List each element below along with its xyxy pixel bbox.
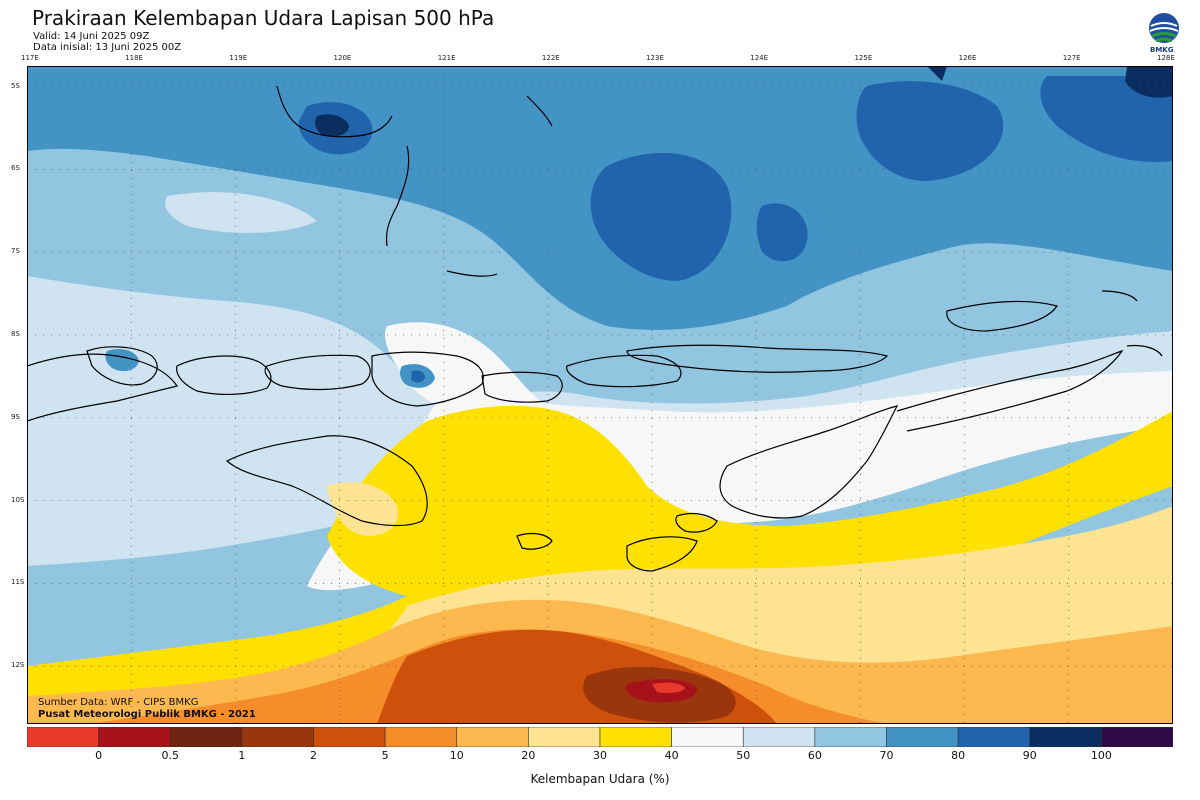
legend-swatch <box>528 727 601 747</box>
logo-text: BMKG <box>1150 46 1174 54</box>
legend-swatch <box>671 727 744 747</box>
legend-label: 60 <box>807 749 822 762</box>
lat-tick-label: 6S <box>11 164 20 173</box>
legend-label: 20 <box>521 749 536 762</box>
legend-swatch <box>241 727 314 747</box>
legend-label: 2 <box>310 749 317 762</box>
legend-label: 50 <box>736 749 751 762</box>
valid-time: Valid: 14 Juni 2025 09Z <box>33 31 150 42</box>
lon-tick-label: 128E <box>1157 54 1175 62</box>
legend-label: 70 <box>879 749 894 762</box>
legend-label: 5 <box>381 749 389 762</box>
lon-tick-label: 127E <box>1062 54 1081 62</box>
legend-swatch <box>98 727 171 747</box>
humidity-map <box>27 66 1173 724</box>
lon-tick-label: 119E <box>229 54 248 62</box>
legend-swatch <box>886 727 959 747</box>
legend-swatch <box>313 727 386 747</box>
lat-tick-label: 7S <box>11 247 20 256</box>
lon-tick-label: 124E <box>750 54 769 62</box>
legend-label: 0.5 <box>161 749 180 762</box>
lat-tick-label: 12S <box>11 661 25 670</box>
legend-label: 100 <box>1090 749 1112 762</box>
legend-swatch <box>814 727 887 747</box>
init-time: Data inisial: 13 Juni 2025 00Z <box>33 42 182 53</box>
data-source: Sumber Data: WRF - CIPS BMKG <box>38 697 199 708</box>
legend-label: 10 <box>449 749 464 762</box>
legend-swatch <box>27 727 99 747</box>
lat-tick-label: 10S <box>11 495 25 504</box>
lat-tick-label: 11S <box>11 578 25 587</box>
lon-tick-label: 117E <box>21 54 39 62</box>
legend-swatch <box>599 727 672 747</box>
lat-tick-label: 8S <box>11 329 20 338</box>
lon-tick-label: 118E <box>125 54 143 62</box>
bmkg-logo-icon <box>1149 13 1179 43</box>
lon-tick-label: 120E <box>333 54 352 62</box>
legend-label: 30 <box>593 749 607 762</box>
legend-label: 1 <box>238 749 246 762</box>
lon-tick-label: 121E <box>437 54 456 62</box>
legend-swatch <box>384 727 458 747</box>
lon-tick-label: 123E <box>646 54 664 62</box>
color-legend <box>27 727 1173 747</box>
legend-swatch <box>742 727 816 747</box>
legend-label: 40 <box>664 749 679 762</box>
lon-tick-label: 122E <box>541 54 560 62</box>
lon-tick-label: 126E <box>958 54 977 62</box>
legend-label: 90 <box>1022 749 1037 762</box>
page-title: Prakiraan Kelembapan Udara Lapisan 500 h… <box>32 6 495 30</box>
legend-label: 80 <box>951 749 966 762</box>
lat-tick-label: 5S <box>11 81 20 90</box>
legend-swatch <box>169 727 243 747</box>
lon-tick-label: 125E <box>854 54 873 62</box>
lat-tick-label: 9S <box>11 412 20 421</box>
organization: Pusat Meteorologi Publik BMKG - 2021 <box>38 709 256 720</box>
legend-label: 0 <box>95 749 103 762</box>
legend-swatch <box>1101 727 1173 747</box>
legend-swatch <box>456 727 529 747</box>
legend-title: Kelembapan Udara (%) <box>530 772 670 786</box>
legend-swatch <box>1029 727 1102 747</box>
legend-swatch <box>957 727 1031 747</box>
